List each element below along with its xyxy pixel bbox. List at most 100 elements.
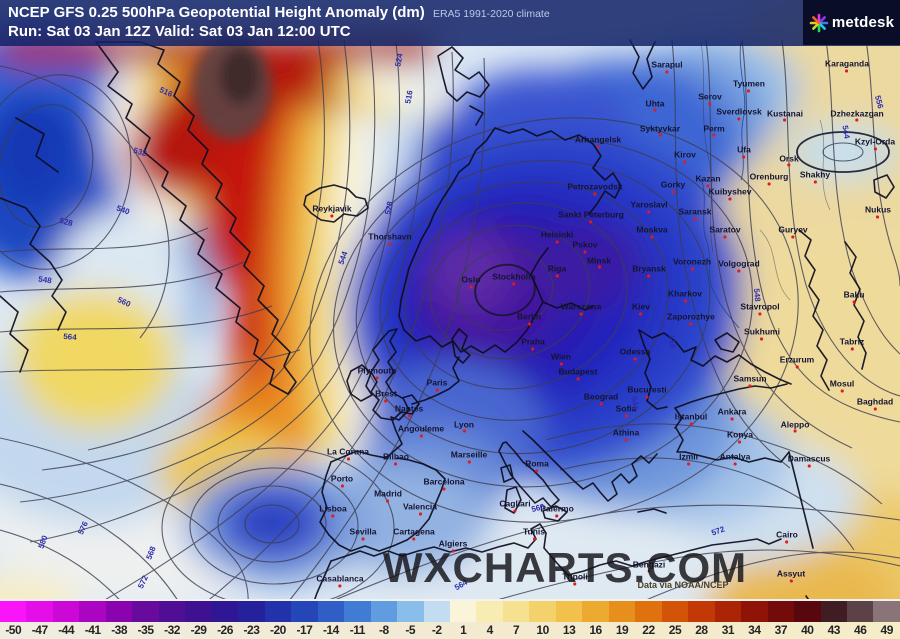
colorbar-cell (264, 601, 292, 622)
city-name: Cairo (776, 529, 798, 540)
city-label: Marseille (451, 450, 487, 463)
colorbar-tick: 7 (513, 623, 520, 637)
contour-value-label: 516 (403, 89, 415, 105)
city-name: Karaganda (825, 58, 869, 69)
contour-value-label: 516 (666, 334, 678, 350)
city-marker-dot (639, 312, 643, 315)
city-marker-dot (730, 417, 734, 420)
city-name: Damascus (787, 453, 831, 464)
city-name: Kiev (632, 301, 650, 312)
city-name: Athina (612, 427, 640, 438)
colorbar-tick: 25 (668, 623, 682, 637)
city-label: Berlin (517, 312, 541, 325)
city-label: Kustanai (767, 109, 803, 122)
city-name: Sankt Peterburg (558, 209, 624, 220)
contour-value-label: 532 (132, 145, 148, 159)
city-marker-dot (789, 579, 793, 582)
city-label: Uhta (646, 99, 664, 112)
city-label: Roma (525, 459, 549, 472)
contour-value-label: 528 (58, 215, 74, 229)
city-name: Paris (426, 377, 448, 388)
colorbar-tick: 37 (774, 623, 788, 637)
city-name: Guryev (778, 224, 808, 235)
city-name: Madrid (374, 488, 402, 499)
city-marker-dot (693, 217, 697, 220)
city-label: Sevilla (350, 527, 376, 540)
city-label: Guryev (778, 224, 808, 238)
city-label: Nantes (395, 404, 423, 417)
colorbar-cell (52, 601, 80, 622)
city-label: Shakhy (800, 170, 830, 183)
city-label: Porto (331, 474, 353, 487)
city-name: Kirov (674, 149, 696, 160)
city-label: Ankara (718, 407, 746, 420)
city-name: Istanbul (674, 411, 708, 422)
colorbar-tick: -41 (84, 623, 101, 637)
city-name: Yaroslavl (630, 199, 668, 210)
city-label: Stockholm (492, 272, 536, 285)
city-marker-dot (683, 160, 687, 163)
city-label: Sofia (616, 404, 636, 417)
city-marker-dot (683, 299, 687, 302)
colorbar-tick: -44 (58, 623, 75, 637)
city-name: Cagliari (499, 498, 531, 509)
city-name: Saransk (678, 206, 712, 217)
colorbar-tick: -20 (270, 623, 286, 637)
city-label: Ufa (737, 145, 751, 158)
city-name: Petrozavodsk (567, 181, 623, 192)
city-name: Serov (698, 91, 722, 102)
colorbar-tick: -8 (378, 623, 389, 637)
city-marker-dot (579, 312, 583, 315)
city-name: Orenburg (749, 171, 789, 182)
city-name: Tyumen (733, 78, 765, 89)
city-label: Kiev (632, 301, 650, 315)
colorbar-cell (476, 601, 503, 622)
city-marker-dot (840, 389, 844, 392)
city-marker-dot (412, 537, 416, 540)
colorbar-cell (185, 601, 212, 622)
city-marker-dot (813, 180, 817, 183)
city-label: Lisboa (319, 504, 347, 517)
city-name: Perm (703, 123, 725, 134)
city-name: Beograd (583, 391, 619, 402)
city-name: Tunis (522, 526, 546, 537)
city-marker-dot (758, 312, 762, 315)
city-label: Volgograd (718, 259, 760, 272)
city-label: Syktyvkar (640, 124, 680, 137)
city-label: Barcelona (423, 477, 465, 490)
city-marker-dot (330, 214, 334, 217)
city-marker-dot (527, 322, 531, 325)
city-marker-dot (850, 347, 854, 350)
contour-value-label: 548 (751, 287, 763, 303)
chart-title: NCEP GFS 0.25 500hPa Geopotential Height… (8, 4, 425, 21)
colorbar-cell (529, 601, 556, 622)
contour-value-label: 540 (115, 203, 131, 217)
colorbar-cell (0, 601, 27, 622)
city-marker-dot (338, 584, 342, 587)
city-label: Damascus (787, 453, 831, 467)
contour-value-label: 544 (629, 395, 641, 411)
city-marker-dot (386, 499, 390, 502)
city-label: Erzurum (780, 355, 814, 368)
colorbar-cell (79, 601, 106, 622)
city-marker-dot (331, 514, 335, 517)
city-name: Valencia (402, 501, 438, 512)
city-marker-dot (876, 215, 880, 218)
colorbar-tick: -14 (322, 623, 339, 637)
city-label: La Coruna (327, 447, 369, 460)
city-marker-dot (689, 422, 693, 425)
colorbar-cell (423, 601, 450, 622)
colorbar-tick: -29 (190, 623, 207, 637)
city-name: Samsun (733, 373, 767, 384)
city-label: Kzyl-Orda (855, 137, 895, 150)
city-label: Aleppo (781, 420, 809, 433)
city-marker-dot (653, 108, 657, 112)
city-name: Odessa (619, 346, 651, 357)
contour-value-label: 548 (37, 274, 53, 286)
colorbar-cell (661, 601, 689, 622)
city-name: Baku (843, 289, 865, 300)
city-label: Sukhumi (744, 327, 780, 340)
city-label: Riga (548, 264, 566, 277)
contour-value-label: 560 (530, 501, 546, 515)
